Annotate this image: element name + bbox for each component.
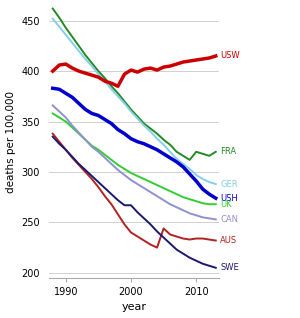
- Text: USW: USW: [220, 52, 240, 60]
- Text: CAN: CAN: [220, 215, 238, 224]
- Text: UK: UK: [220, 200, 232, 209]
- Text: AUS: AUS: [220, 236, 238, 245]
- Text: SWE: SWE: [220, 263, 239, 272]
- Y-axis label: deaths per 100,000: deaths per 100,000: [6, 91, 16, 193]
- X-axis label: year: year: [122, 302, 147, 313]
- Text: GER: GER: [220, 180, 238, 189]
- Text: USH: USH: [220, 194, 238, 203]
- Text: FRA: FRA: [220, 147, 236, 156]
